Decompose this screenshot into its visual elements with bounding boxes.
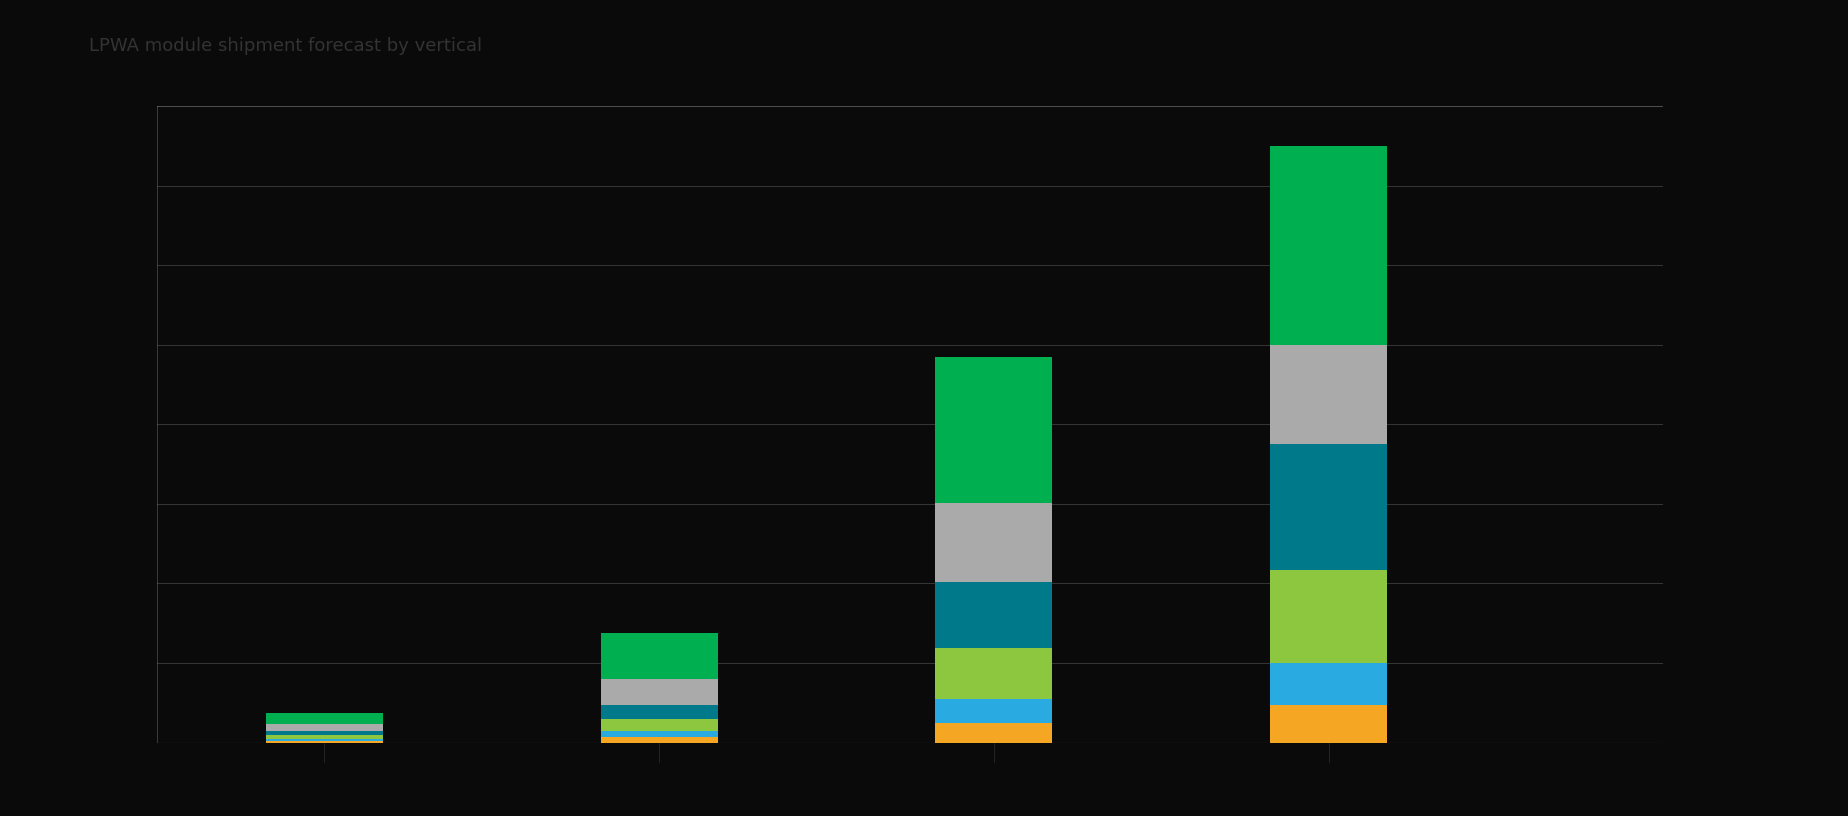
Bar (1270, 444, 1388, 570)
Bar (1270, 146, 1388, 344)
Bar (1270, 570, 1388, 663)
Text: LPWA module shipment forecast by vertical: LPWA module shipment forecast by vertica… (89, 37, 482, 55)
Bar (266, 730, 383, 734)
Bar (266, 724, 383, 730)
Bar (935, 723, 1052, 743)
Bar (1270, 344, 1388, 444)
Bar (266, 713, 383, 724)
Bar (1270, 663, 1388, 705)
Bar (266, 738, 383, 741)
Bar (601, 719, 717, 730)
Bar (266, 741, 383, 743)
Bar (266, 734, 383, 738)
Bar (935, 649, 1052, 698)
Bar (601, 679, 717, 705)
Bar (935, 357, 1052, 503)
Bar (935, 503, 1052, 582)
Bar (601, 632, 717, 679)
Bar (935, 582, 1052, 649)
Bar (601, 738, 717, 743)
Bar (601, 705, 717, 719)
Bar (935, 698, 1052, 723)
Bar (1270, 705, 1388, 743)
Bar (601, 730, 717, 738)
